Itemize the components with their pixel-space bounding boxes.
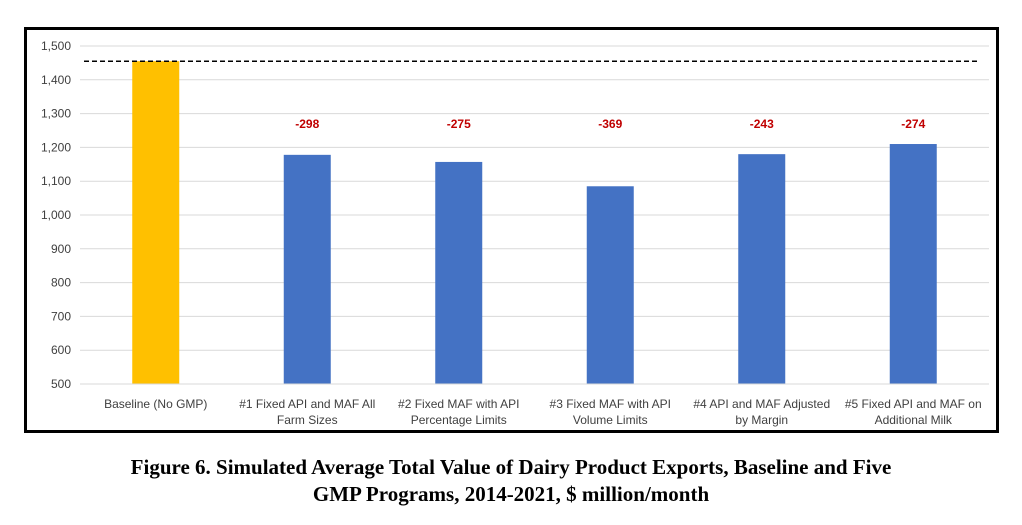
x-tick-label: #4 API and MAF Adjusted by Margin xyxy=(693,397,830,427)
y-tick-label: 1,400 xyxy=(41,73,71,87)
data-label: -298 xyxy=(295,117,319,131)
bar xyxy=(435,161,483,384)
bar xyxy=(889,144,937,384)
y-tick-label: 500 xyxy=(51,377,71,391)
bar xyxy=(586,186,634,384)
chart-frame: 500 600 700 800 900 1,000 1,100 1,200 1,300 1,400… xyxy=(24,27,999,433)
x-tick-label: #5 Fixed API and MAF on Additional Milk xyxy=(845,397,982,427)
y-tick-label: 1,300 xyxy=(41,107,71,121)
y-tick-label: 600 xyxy=(51,343,71,357)
y-tick-label: 1,100 xyxy=(41,174,71,188)
y-tick-label: 900 xyxy=(51,242,71,256)
figure-caption: Figure 6. Simulated Average Total Value … xyxy=(0,454,1022,508)
x-tick-label: #3 Fixed MAF with API Volume Limits xyxy=(550,397,671,427)
x-tick-label: #1 Fixed API and MAF All Farm Sizes xyxy=(239,397,375,427)
y-tick-label: 700 xyxy=(51,309,71,323)
y-tick-label: 1,000 xyxy=(41,208,71,222)
data-label: -274 xyxy=(901,117,925,131)
bar-chart: 500 600 700 800 900 1,000 1,100 1,200 1,300 1,400… xyxy=(41,39,989,427)
y-tick-label: 1,500 xyxy=(41,39,71,53)
bar xyxy=(132,61,180,385)
data-label: -369 xyxy=(598,117,622,131)
bar xyxy=(283,154,331,384)
y-tick-label: 1,200 xyxy=(41,140,71,154)
data-label: -275 xyxy=(447,117,471,131)
data-label: -243 xyxy=(750,117,774,131)
x-tick-label: Baseline (No GMP) xyxy=(104,397,207,411)
x-tick-label: #2 Fixed MAF with API Percentage Limits xyxy=(398,397,519,427)
caption-line-1: Figure 6. Simulated Average Total Value … xyxy=(130,455,892,479)
caption-line-2: GMP Programs, 2014-2021, $ million/month xyxy=(312,482,710,506)
bar xyxy=(738,154,786,384)
y-tick-label: 800 xyxy=(51,276,71,290)
